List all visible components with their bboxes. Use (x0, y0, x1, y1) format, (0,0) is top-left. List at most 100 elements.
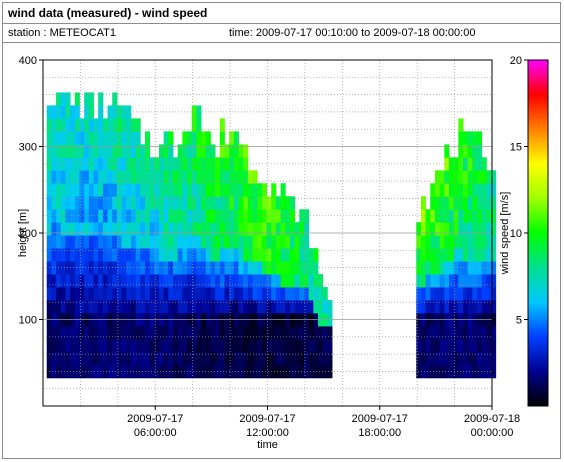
heatmap-cell (271, 364, 277, 379)
heatmap-cell (93, 131, 99, 145)
heatmap-cell (140, 325, 146, 340)
heatmap-cell (201, 364, 207, 379)
heatmap-cell (448, 274, 455, 288)
heatmap-cell (196, 222, 202, 236)
heatmap-cell (318, 364, 324, 379)
heatmap-cell (158, 274, 165, 288)
heatmap-cell (425, 261, 431, 275)
heatmap-cell (425, 209, 431, 223)
heatmap-cell (93, 170, 99, 184)
heatmap-cell (74, 248, 80, 262)
heatmap-cell (430, 325, 436, 340)
heatmap-cell (448, 351, 455, 366)
heatmap-cell (65, 170, 71, 184)
heatmap-cell (51, 287, 57, 301)
heatmap-cell (463, 222, 469, 236)
heatmap-cell (233, 144, 239, 158)
heatmap-cell (238, 183, 244, 197)
heatmap-cell (158, 183, 165, 197)
heatmap-cell (107, 209, 113, 223)
heatmap-cell (93, 157, 99, 171)
heatmap-cell (158, 338, 165, 353)
heatmap-cell (215, 325, 221, 340)
heatmap-cell (107, 351, 113, 366)
heatmap-cell (158, 300, 165, 314)
heatmap-cell (107, 144, 113, 158)
heatmap-cell (299, 338, 305, 353)
heatmap-cell (144, 131, 151, 145)
heatmap-cell (434, 261, 441, 275)
heatmap-cell (88, 351, 94, 366)
heatmap-cell (313, 261, 319, 275)
heatmap-cell (149, 300, 155, 314)
heatmap-cell (224, 325, 230, 340)
heatmap-cell (430, 183, 436, 197)
heatmap-cell (88, 196, 94, 210)
heatmap-cell (187, 196, 193, 210)
heatmap-cell (247, 183, 253, 197)
heatmap-cell (102, 144, 108, 158)
heatmap-cell (439, 274, 445, 288)
heatmap-cell (168, 274, 174, 288)
heatmap-cell (257, 183, 263, 197)
heatmap-cell (463, 248, 469, 262)
heatmap-cell (187, 222, 193, 236)
heatmap-cell (252, 274, 258, 288)
heatmap-cell (229, 364, 235, 379)
heatmap-cell (313, 248, 319, 262)
heatmap-cell (439, 196, 445, 210)
heatmap-cell (74, 338, 80, 353)
heatmap-cell (130, 144, 137, 158)
heatmap-cell (79, 300, 85, 314)
heatmap-cell (201, 287, 207, 301)
heatmap-cell (467, 209, 473, 223)
heatmap-cell (135, 222, 141, 236)
heatmap-cell (74, 105, 80, 119)
heatmap-cell (154, 338, 160, 353)
heatmap-cell (196, 235, 202, 249)
heatmap-cell (210, 364, 216, 379)
heatmap-cell (60, 364, 66, 379)
heatmap-cell (112, 118, 118, 132)
heatmap-cell (266, 364, 272, 379)
heatmap-cell (308, 274, 314, 288)
heatmap-cell (173, 183, 179, 197)
heatmap-cell (205, 325, 211, 340)
heatmap-cell (107, 118, 113, 132)
heatmap-cell (182, 183, 188, 197)
heatmap-cell (70, 300, 76, 314)
heatmap-cell (289, 274, 296, 288)
heatmap-cell (56, 235, 62, 249)
heatmap-cell (102, 274, 108, 288)
heatmap-cell (458, 248, 464, 262)
heatmap-cell (102, 364, 108, 379)
heatmap-cell (116, 300, 122, 314)
heatmap-cell (444, 364, 450, 379)
info-bar: station : METEOCAT1 time: 2009-07-17 00:… (3, 24, 560, 43)
heatmap-cell (477, 131, 483, 145)
heatmap-cell (158, 170, 165, 184)
heatmap-cell (74, 364, 80, 379)
heatmap-cell (88, 338, 94, 353)
heatmap-cell (144, 274, 151, 288)
heatmap-cell (116, 351, 122, 366)
heatmap-cell (299, 274, 305, 288)
heatmap-cell (154, 351, 160, 366)
heatmap-cell (70, 235, 76, 249)
heatmap-cell (467, 364, 473, 379)
heatmap-cell (425, 364, 431, 379)
heatmap-cell (425, 222, 431, 236)
heatmap-cell (60, 274, 66, 288)
heatmap-cell (215, 338, 221, 353)
heatmap-cell (116, 274, 122, 288)
heatmap-cell (182, 196, 188, 210)
heatmap-cell (271, 300, 277, 314)
heatmap-cell (453, 183, 459, 197)
heatmap-cell (219, 364, 225, 379)
heatmap-cell (149, 287, 155, 301)
heatmap-cell (182, 287, 188, 301)
heatmap-cell (187, 261, 193, 275)
heatmap-cell (463, 183, 469, 197)
heatmap-cell (163, 144, 169, 158)
heatmap-cell (149, 248, 155, 262)
